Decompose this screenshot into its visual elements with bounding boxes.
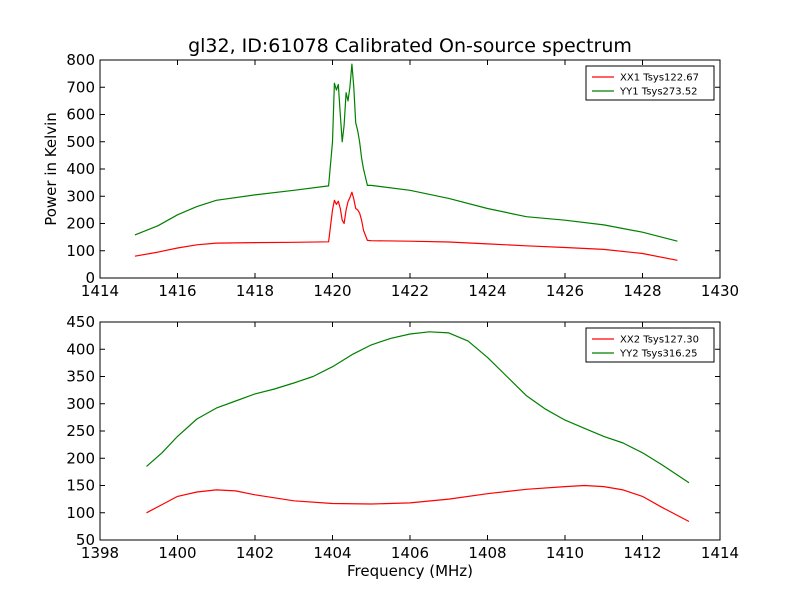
y-tick-label: 450 — [66, 313, 95, 331]
y-tick-label: 50 — [76, 531, 95, 549]
top-subplot: 1414 1416 1418 1420 1422 1424 1426 1428 1430 0 100… — [42, 51, 739, 300]
x-tick-label: 1418 — [236, 282, 274, 300]
x-tick-label: 1428 — [623, 282, 661, 300]
y-tick-label: 300 — [66, 187, 95, 205]
y-tick-label: 700 — [66, 78, 95, 96]
x-tick-label: 1410 — [546, 544, 584, 562]
y-axis-label: Power in Kelvin — [42, 112, 60, 226]
x-tick-label: 1406 — [391, 544, 429, 562]
series-line-2 — [146, 331, 690, 484]
bottom-subplot: 1398 1400 1402 1404 1406 1408 1410 1412 1414 50 10… — [66, 313, 739, 562]
series-line-2 — [134, 63, 678, 242]
y-tick-label: 250 — [66, 422, 95, 440]
x-tick-label: 1430 — [701, 282, 739, 300]
y-tick-label: 200 — [66, 449, 95, 467]
y-tick-label: 350 — [66, 368, 95, 386]
series-line-1 — [146, 484, 690, 523]
x-tick-label: 1412 — [623, 544, 661, 562]
x-tick-label: 1426 — [546, 282, 584, 300]
legend: XX1 Tsys122.67 YY1 Tsys273.52 — [585, 65, 715, 101]
x-tick-label: 1422 — [391, 282, 429, 300]
legend: XX2 Tsys127.30 YY2 Tsys316.25 — [585, 327, 715, 363]
y-tick-label: 500 — [66, 133, 95, 151]
x-tick-label: 1416 — [158, 282, 196, 300]
y-tick-label: 300 — [66, 395, 95, 413]
y-tick-label: 200 — [66, 215, 95, 233]
x-tick-label: 1398 — [81, 544, 119, 562]
x-tick-label: 1414 — [701, 544, 739, 562]
y-tick-label: 600 — [66, 106, 95, 124]
x-tick-label: 1404 — [313, 544, 351, 562]
y-tick-label: 800 — [66, 51, 95, 69]
chart-title: gl32, ID:61078 Calibrated On-source spec… — [188, 35, 632, 57]
legend-label: XX1 Tsys122.67 — [620, 73, 699, 84]
legend-label: XX2 Tsys127.30 — [620, 335, 699, 346]
x-tick-label: 1402 — [236, 544, 274, 562]
legend-label: YY2 Tsys316.25 — [619, 349, 698, 360]
x-tick-label: 1414 — [81, 282, 119, 300]
series-line-1 — [134, 191, 678, 261]
x-tick-label: 1408 — [468, 544, 506, 562]
legend-box — [585, 327, 715, 363]
x-axis-label: Frequency (MHz) — [347, 562, 473, 580]
x-tick-label: 1420 — [313, 282, 351, 300]
y-tick-label: 100 — [66, 504, 95, 522]
x-tick-label: 1400 — [158, 544, 196, 562]
y-tick-label: 0 — [85, 269, 95, 287]
legend-label: YY1 Tsys273.52 — [619, 87, 698, 98]
y-tick-label: 150 — [66, 477, 95, 495]
legend-box — [585, 65, 715, 101]
x-tick-label: 1424 — [468, 282, 506, 300]
y-tick-label: 400 — [66, 160, 95, 178]
y-tick-label: 100 — [66, 242, 95, 260]
y-tick-label: 400 — [66, 340, 95, 358]
